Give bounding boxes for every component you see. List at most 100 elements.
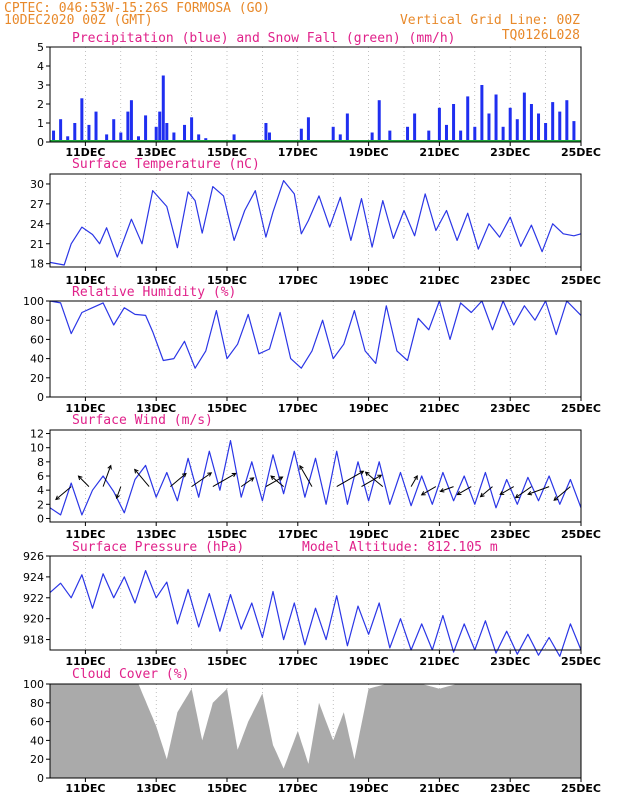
precip-xtick-label: 11DEC bbox=[65, 146, 105, 159]
wind-arrow-head bbox=[115, 494, 120, 500]
wind-arrow bbox=[116, 486, 122, 499]
wind-arrow bbox=[410, 475, 418, 487]
precip-xtick-label: 25DEC bbox=[561, 146, 601, 159]
wind-arrow bbox=[499, 486, 514, 495]
wind-arrow-head bbox=[231, 472, 237, 478]
pres-xtick-label: 17DEC bbox=[278, 655, 318, 668]
wind-arrow-head bbox=[299, 464, 304, 470]
wind-arrow bbox=[212, 472, 236, 488]
precip-ytick-label: 1 bbox=[37, 117, 44, 130]
wind-xtick-label: 17DEC bbox=[278, 528, 318, 541]
precip-bar bbox=[406, 126, 410, 142]
wind-arrow-head bbox=[278, 476, 284, 481]
wind-arrow bbox=[515, 486, 532, 499]
header-line2: 10DEC2020 00Z (GMT) bbox=[4, 13, 153, 28]
precip-bar bbox=[370, 132, 374, 142]
rh-xtick-label: 21DEC bbox=[419, 402, 459, 415]
precip-bar bbox=[529, 104, 533, 142]
precip-bar bbox=[264, 123, 268, 142]
precip-bar bbox=[80, 98, 84, 142]
precip-bar bbox=[144, 115, 148, 142]
temp-panel: Surface Temperature (nC) 18 21 24 27 30 11DEC 1… bbox=[30, 157, 601, 287]
precip-bar bbox=[558, 111, 562, 142]
cloud-ytick-label: 0 bbox=[37, 772, 44, 785]
pres-xtick-label: 13DEC bbox=[136, 655, 176, 668]
cloud-title: Cloud Cover (%) bbox=[72, 667, 189, 682]
wind-arrow bbox=[421, 486, 437, 496]
pres-ytick-label: 922 bbox=[23, 592, 44, 605]
wind-xtick-label: 25DEC bbox=[561, 528, 601, 541]
wind-arrow bbox=[299, 465, 313, 487]
cloud-frame bbox=[49, 683, 582, 779]
wind-arrow bbox=[170, 473, 187, 487]
rh-xtick-label: 19DEC bbox=[349, 402, 389, 415]
wind-arrow-head bbox=[207, 472, 213, 477]
precip-title: Precipitation (blue) and Snow Fall (gree… bbox=[72, 31, 456, 46]
wind-arrow-head bbox=[456, 490, 462, 496]
cloud-xtick-label: 23DEC bbox=[490, 782, 530, 795]
precip-bar bbox=[190, 117, 194, 142]
rh-title: Relative Humidity (%) bbox=[72, 285, 236, 300]
pres-xtick-label: 21DEC bbox=[419, 655, 459, 668]
rh-xtick-label: 15DEC bbox=[207, 402, 247, 415]
wind-ytick-label: 12 bbox=[30, 428, 44, 441]
temp-xtick-label: 21DEC bbox=[419, 274, 459, 287]
precip-bar bbox=[501, 126, 505, 142]
temp-xtick-label: 17DEC bbox=[278, 274, 318, 287]
wind-arrow-head bbox=[377, 474, 383, 479]
precip-bar bbox=[299, 128, 303, 142]
cloud-xtick-label: 11DEC bbox=[65, 782, 105, 795]
precip-ytick-label: 5 bbox=[37, 41, 44, 54]
wind-ytick-label: 8 bbox=[37, 456, 44, 469]
wind-arrow bbox=[480, 486, 493, 498]
wind-arrow-head bbox=[439, 488, 445, 493]
cloud-xtick-label: 25DEC bbox=[561, 782, 601, 795]
cloud-ytick-label: 80 bbox=[30, 697, 44, 710]
precip-bar bbox=[161, 75, 165, 142]
precip-bar bbox=[267, 132, 271, 142]
precip-bar bbox=[154, 126, 158, 142]
pres-xtick-label: 11DEC bbox=[65, 655, 105, 668]
precip-panel: Precipitation (blue) and Snow Fall (gree… bbox=[37, 31, 601, 159]
wind-frame bbox=[49, 429, 582, 523]
wind-arrow bbox=[440, 486, 454, 492]
wind-xtick-label: 15DEC bbox=[207, 528, 247, 541]
precip-xtick-label: 23DEC bbox=[490, 146, 530, 159]
cloud-ytick-label: 100 bbox=[23, 678, 44, 691]
precip-bar bbox=[459, 130, 463, 142]
temp-series-line bbox=[49, 180, 582, 266]
precip-bar bbox=[473, 126, 477, 142]
pres-xtick-label: 25DEC bbox=[561, 655, 601, 668]
precip-xtick-label: 21DEC bbox=[419, 146, 459, 159]
wind-arrow-head bbox=[514, 493, 520, 499]
precip-bar bbox=[551, 102, 555, 142]
temp-xtick-label: 25DEC bbox=[561, 274, 601, 287]
precip-bar bbox=[377, 100, 381, 142]
precip-bar bbox=[487, 113, 491, 142]
wind-series-line bbox=[49, 440, 582, 516]
rh-panel: Relative Humidity (%) 0 20 40 60 80 100 11DEC 13… bbox=[23, 285, 601, 415]
temp-ytick-label: 24 bbox=[30, 218, 44, 231]
wind-arrow-head bbox=[479, 492, 485, 498]
rh-xtick-label: 25DEC bbox=[561, 402, 601, 415]
precip-bar bbox=[427, 130, 431, 142]
cloud-ytick-label: 20 bbox=[30, 753, 44, 766]
rh-ytick-label: 20 bbox=[30, 372, 44, 385]
precip-bar bbox=[413, 113, 417, 142]
wind-arrow-head bbox=[107, 464, 112, 470]
pres-ytick-label: 924 bbox=[23, 571, 44, 584]
wind-arrow bbox=[78, 475, 90, 487]
wind-xtick-label: 19DEC bbox=[349, 528, 389, 541]
rh-ytick-label: 80 bbox=[30, 314, 44, 327]
precip-xtick-label: 19DEC bbox=[349, 146, 389, 159]
header-line1: CPTEC: 046:53W-15:26S FORMOSA (GO) bbox=[4, 1, 270, 16]
precip-bar bbox=[129, 100, 133, 142]
wind-arrow bbox=[191, 472, 212, 488]
wind-arrow-head bbox=[359, 470, 365, 475]
precip-bar bbox=[338, 134, 342, 142]
precip-bar bbox=[452, 104, 456, 142]
wind-ytick-label: 2 bbox=[37, 498, 44, 511]
temp-ytick-label: 18 bbox=[30, 258, 44, 271]
rh-ytick-label: 60 bbox=[30, 333, 44, 346]
cloud-ytick-label: 40 bbox=[30, 734, 44, 747]
